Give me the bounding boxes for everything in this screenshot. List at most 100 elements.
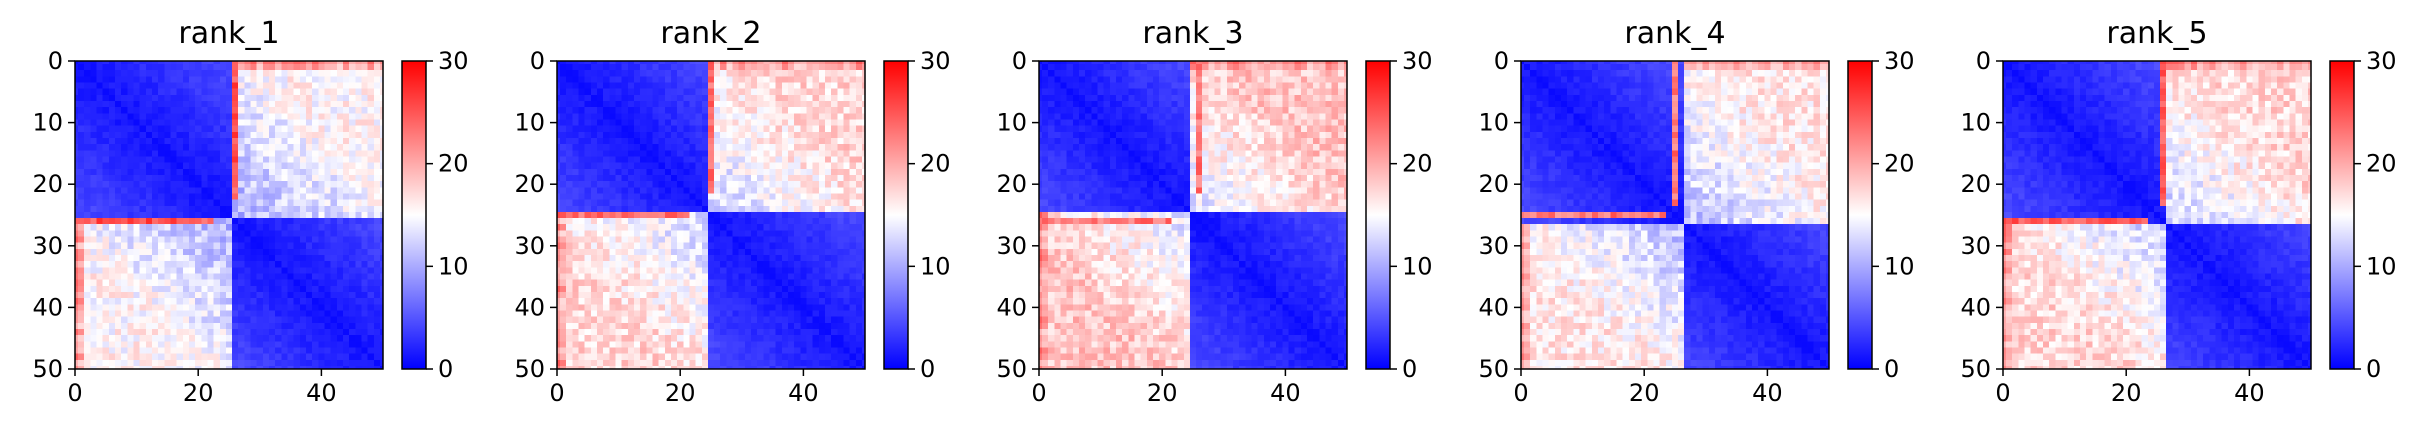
heatmap-cell [652,138,660,145]
heatmap-cell [145,341,153,348]
heatmap-cell [158,101,165,108]
heatmap-cell [256,82,264,90]
heatmap-cell [293,310,301,318]
heatmap-cell [646,162,653,170]
heatmap-cell [818,211,826,219]
heatmap-cell [133,193,141,200]
heatmap-cell [318,156,325,164]
heatmap-cell [238,255,245,262]
heatmap-cell [751,205,758,213]
heatmap-cell [299,211,307,219]
heatmap-cell [342,298,350,305]
heatmap-cell [145,168,153,176]
heatmap-cell [861,101,865,108]
heatmap-cell [324,156,332,164]
heatmap-cell [96,267,104,274]
heatmap-cell [560,144,567,151]
heatmap-cell [670,199,678,207]
heatmap-cell [763,76,770,83]
heatmap-cell [373,224,381,231]
heatmap-cell [855,125,863,133]
heatmap-cell [312,335,319,342]
heatmap-cell [225,138,233,145]
heatmap-cell [170,187,178,194]
heatmap-cell [84,119,91,127]
heatmap-cell [312,107,319,114]
heatmap-cell [689,156,696,164]
heatmap-cell [244,236,251,244]
heatmap-cell [837,205,844,213]
heatmap-cell [152,138,159,145]
heatmap-cell [812,236,820,244]
heatmap-cell [75,82,79,90]
heatmap-cell [188,218,196,225]
heatmap-cell [90,248,97,256]
heatmap-cell [182,113,190,120]
heatmap-cell [219,248,227,256]
heatmap-cell [145,310,153,318]
heatmap-cell [195,125,202,133]
heatmap-cell [634,285,641,293]
heatmap-cell [590,248,598,256]
heatmap-cell [373,218,381,225]
heatmap-cell [262,76,270,83]
heatmap-cell [256,224,264,231]
heatmap-cell [219,199,227,207]
heatmap-cell [584,64,592,71]
heatmap-cell [312,353,319,361]
heatmap-cell [720,181,727,188]
heatmap-cell [102,255,110,262]
heatmap-cell [769,310,777,318]
heatmap-cell [133,316,141,324]
heatmap-cell [664,316,672,324]
heatmap-cell [164,292,171,299]
heatmap-cell [342,218,350,225]
heatmap-cell [306,273,313,281]
heatmap-cell [324,242,332,250]
heatmap-cell [176,64,184,71]
heatmap-cell [557,230,561,237]
heatmap-cell [621,248,629,256]
heatmap-cell [139,261,147,268]
heatmap-cell [812,335,820,342]
heatmap-cell [287,193,295,200]
heatmap-cell [640,156,647,164]
heatmap-cell [244,76,251,83]
heatmap-cell [244,304,251,311]
heatmap-cell [225,156,233,164]
heatmap-cell [256,279,264,287]
heatmap-cell [133,101,141,108]
heatmap-cell [646,101,653,108]
heatmap-cell [127,199,134,207]
heatmap-cell [837,82,844,90]
heatmap-cell [102,168,110,176]
heatmap-cell [621,322,629,330]
heatmap-cell [794,199,801,207]
heatmap-cell [560,131,567,139]
heatmap-cell [306,64,313,71]
heatmap-cell [584,304,592,311]
heatmap-cell [584,341,592,348]
heatmap-cell [609,285,616,293]
heatmap-cell [634,150,641,157]
heatmap-cell [843,101,850,108]
heatmap-cell [318,341,325,348]
heatmap-cell [646,168,653,176]
heatmap-cell [213,174,221,182]
heatmap-cell [373,150,381,157]
heatmap-cell [318,193,325,200]
heatmap-cell [182,156,190,164]
heatmap-cell [603,61,610,65]
heatmap-cell [324,359,332,367]
heatmap-cell [355,64,362,71]
heatmap-cell [788,119,795,127]
heatmap-cell [818,224,826,231]
heatmap-cell [361,138,368,145]
heatmap-cell [287,304,295,311]
heatmap-cell [560,76,567,83]
heatmap-cell [182,101,190,108]
heatmap-cell [158,322,165,330]
heatmap-cell [831,168,838,176]
heatmap-cell [342,101,350,108]
heatmap-cell [213,230,221,237]
